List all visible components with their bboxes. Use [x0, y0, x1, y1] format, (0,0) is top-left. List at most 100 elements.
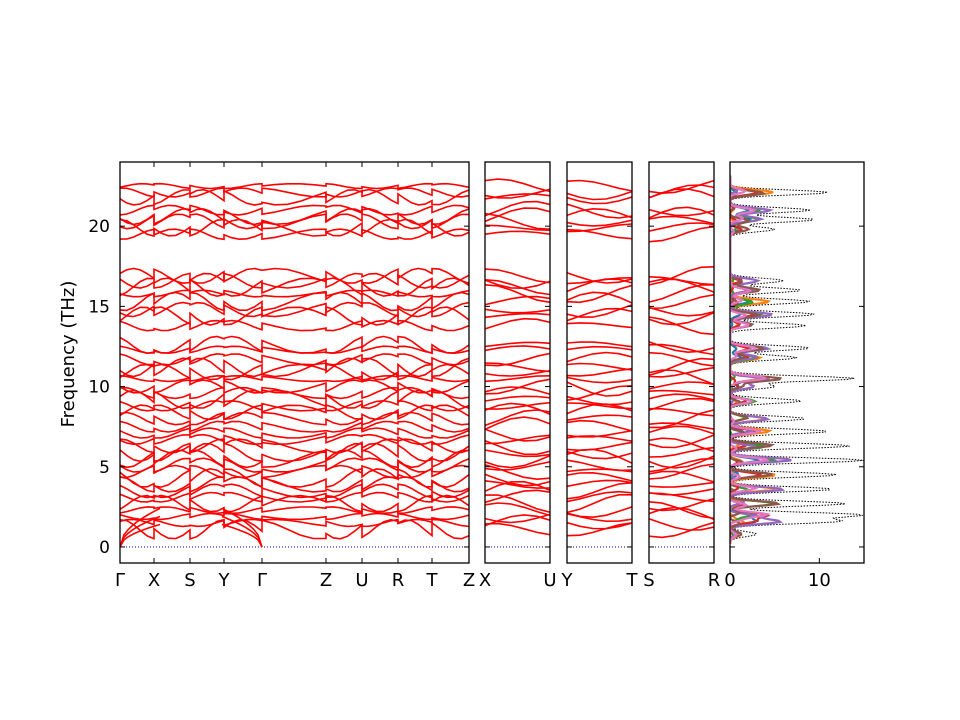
band-line [567, 414, 632, 421]
x-tick-label: R [392, 570, 405, 591]
band-line [120, 228, 469, 241]
band-line [120, 494, 469, 513]
band-line [120, 420, 469, 433]
acoustic-branch [221, 523, 263, 548]
band-line [567, 219, 632, 227]
band-line [120, 476, 469, 493]
band-line [567, 228, 632, 240]
y-tick-label: 15 [88, 297, 110, 317]
band-line [120, 335, 469, 355]
band-line [567, 307, 632, 322]
band-line [485, 178, 550, 193]
band-line [485, 224, 550, 231]
band-line [120, 305, 469, 326]
band-line [485, 284, 550, 304]
band-line [485, 375, 550, 383]
band-line [649, 407, 714, 417]
band-line [120, 204, 469, 216]
band-line [120, 182, 469, 190]
band-line [567, 381, 632, 397]
band-line [567, 272, 632, 284]
band-line [485, 514, 550, 527]
band-line [485, 454, 550, 469]
band-line [120, 212, 469, 230]
band-line [649, 481, 714, 488]
y-axis-label: Frequency (THz) [58, 281, 79, 428]
band-line [649, 351, 714, 367]
x-tick-label: S [184, 570, 195, 591]
band-line [485, 295, 550, 306]
x-tick-label: R [708, 570, 721, 591]
band-line [120, 218, 469, 238]
panel-0-plot [120, 182, 469, 548]
band-line [649, 422, 714, 430]
band-line [120, 505, 469, 515]
band-line [567, 471, 632, 482]
band-line [120, 464, 469, 479]
band-line [567, 376, 632, 384]
band-line [649, 434, 714, 449]
band-line [485, 428, 550, 442]
band-line [649, 215, 714, 225]
band-line [649, 222, 714, 232]
panel-2-plot [567, 179, 632, 548]
band-line [120, 379, 469, 394]
band-line [567, 513, 632, 523]
x-tick-label: Z [320, 570, 332, 591]
band-line [649, 357, 714, 377]
band-line [567, 207, 632, 219]
band-line [649, 366, 714, 378]
band-line [120, 449, 469, 469]
x-tick-label: 10 [808, 570, 831, 591]
band-line [485, 308, 550, 314]
band-line [649, 518, 714, 531]
band-line [485, 395, 550, 402]
band-line [567, 196, 632, 205]
band-line [649, 455, 714, 469]
band-line [120, 363, 469, 381]
band-line [120, 187, 469, 198]
band-line [120, 411, 469, 426]
band-line [485, 279, 550, 296]
band-line [649, 492, 714, 503]
x-tick-label: S [643, 570, 654, 591]
band-line [120, 386, 469, 400]
band-line [567, 522, 632, 537]
band-line [649, 278, 714, 293]
panel-frame [566, 161, 633, 564]
band-line [485, 480, 550, 492]
band-line [567, 403, 632, 415]
band-line [649, 381, 714, 390]
panel-4-plot [730, 175, 864, 544]
band-line [485, 386, 550, 395]
band-line [649, 409, 714, 429]
band-line [567, 448, 632, 464]
band-line [120, 319, 469, 332]
x-tick-label: Y [561, 570, 574, 591]
band-line [120, 374, 469, 383]
band-line [567, 493, 632, 514]
band-line [649, 425, 714, 435]
x-tick-label: U [355, 570, 368, 591]
panel-frame [648, 161, 715, 564]
band-line [567, 450, 632, 460]
band-line [485, 312, 550, 319]
x-tick-label: T [626, 570, 639, 591]
x-tick-label: Y [218, 570, 231, 591]
band-line [567, 385, 632, 401]
band-line [649, 225, 714, 243]
band-line [567, 322, 632, 329]
band-line [120, 188, 469, 206]
band-line [485, 434, 550, 445]
band-line [649, 316, 714, 336]
band-line [120, 277, 469, 298]
band-line [567, 441, 632, 452]
panel-frame [729, 161, 865, 564]
band-line [120, 433, 469, 446]
band-line [120, 291, 469, 312]
band-line [485, 268, 550, 284]
band-line [649, 341, 714, 354]
band-line [485, 416, 550, 431]
band-line [649, 206, 714, 219]
